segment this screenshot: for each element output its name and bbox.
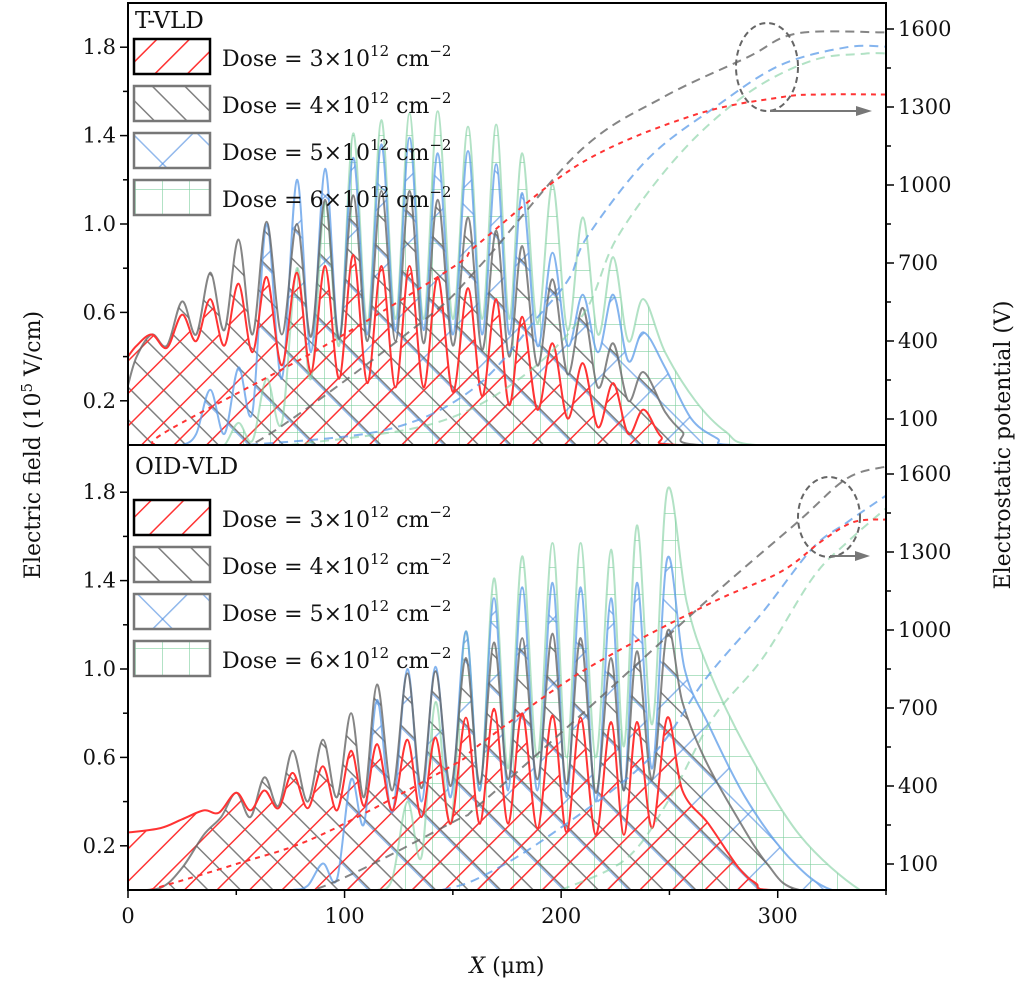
potential-line xyxy=(560,507,886,890)
potential-line xyxy=(199,30,886,445)
legend-label: Dose = 3×1012 cm−2 xyxy=(222,42,451,72)
y-tick-label: 1.8 xyxy=(83,35,116,59)
y2-tick-label: 1600 xyxy=(898,17,951,41)
electric-field-line xyxy=(128,110,886,445)
legend-label: Dose = 3×1012 cm−2 xyxy=(222,503,451,533)
legend-swatch xyxy=(132,178,212,217)
legend-label: Dose = 6×1012 cm−2 xyxy=(222,644,451,674)
panel-title: T-VLD xyxy=(135,8,204,34)
x-tick-label: 300 xyxy=(758,904,798,928)
panel-t-vld xyxy=(128,30,886,445)
legend-label: Dose = 6×1012 cm−2 xyxy=(222,183,451,213)
panel-title: OID-VLD xyxy=(135,454,238,480)
electric-field-line xyxy=(128,136,886,445)
y2-tick-label: 1600 xyxy=(898,462,951,486)
legend-swatch xyxy=(132,639,212,678)
y-tick-label: 0.2 xyxy=(83,834,116,858)
y2-tick-label: 700 xyxy=(898,696,938,720)
electric-field-line xyxy=(128,253,886,445)
y-axis-label-left: Electric field (105 V/cm) xyxy=(18,311,46,579)
legend-swatch xyxy=(132,131,212,170)
arrow-head xyxy=(856,106,872,116)
y2-tick-label: 100 xyxy=(898,852,938,876)
electric-field-line xyxy=(128,486,886,890)
y2-tick-label: 1300 xyxy=(898,540,951,564)
field-hatch-fill xyxy=(128,254,886,445)
y2-tick-label: 400 xyxy=(898,774,938,798)
y-axis-label-right: Electrostatic potential (V) xyxy=(991,301,1016,590)
legend: Dose = 3×1012 cm−2 Dose = 4×1012 cm−2 Dose… xyxy=(132,37,451,217)
legend-swatch xyxy=(132,84,212,123)
potential-line xyxy=(290,52,886,445)
legend-label: Dose = 5×1012 cm−2 xyxy=(222,597,451,627)
highlight-ellipse xyxy=(735,22,799,112)
y-tick-label: 0.2 xyxy=(83,389,116,413)
y-tick-label: 0.6 xyxy=(83,745,116,769)
y-tick-label: 1.0 xyxy=(83,657,116,681)
electric-field-line xyxy=(128,189,886,445)
potential-line xyxy=(257,465,886,890)
x-tick-label: 0 xyxy=(121,904,134,928)
y2-tick-label: 1000 xyxy=(898,618,951,642)
potential-line xyxy=(149,518,886,890)
y2-tick-label: 100 xyxy=(898,407,938,431)
y-tick-label: 0.6 xyxy=(83,300,116,324)
legend-swatch xyxy=(132,498,212,537)
legend-label: Dose = 5×1012 cm−2 xyxy=(222,136,451,166)
x-tick-label: 100 xyxy=(325,904,365,928)
axis-ticks: 0.20.61.01.41.81004007001000130016000.20… xyxy=(83,17,952,928)
x-axis-label: X (μm) xyxy=(468,954,545,979)
y2-tick-label: 400 xyxy=(898,329,938,353)
legend-swatch xyxy=(132,545,212,584)
panel-oid-vld xyxy=(128,465,886,890)
y-tick-label: 1.4 xyxy=(83,124,116,148)
y2-tick-label: 1000 xyxy=(898,173,951,197)
electric-field-line xyxy=(128,628,886,890)
legend: Dose = 3×1012 cm−2 Dose = 4×1012 cm−2 Dose… xyxy=(132,498,451,678)
x-tick-label: 200 xyxy=(541,904,581,928)
plot-frame-bottom xyxy=(127,444,887,891)
legend-swatch xyxy=(132,37,212,76)
highlight-ellipse xyxy=(797,476,861,558)
y-tick-label: 1.4 xyxy=(83,569,116,593)
electric-field-line xyxy=(128,707,886,890)
legend-label: Dose = 4×1012 cm−2 xyxy=(222,89,451,119)
y2-tick-label: 1300 xyxy=(898,95,951,119)
potential-line xyxy=(249,44,886,445)
annotation-top xyxy=(735,22,872,116)
field-hatch-fill xyxy=(128,708,886,890)
arrow-head xyxy=(855,551,870,561)
annotation-bottom xyxy=(797,476,870,561)
potential-line xyxy=(441,494,886,890)
y-tick-label: 1.8 xyxy=(83,480,116,504)
potential-line xyxy=(151,93,886,445)
legend-label: Dose = 4×1012 cm−2 xyxy=(222,550,451,580)
legend-swatch xyxy=(132,592,212,631)
y2-tick-label: 700 xyxy=(898,251,938,275)
y-tick-label: 1.0 xyxy=(83,212,116,236)
